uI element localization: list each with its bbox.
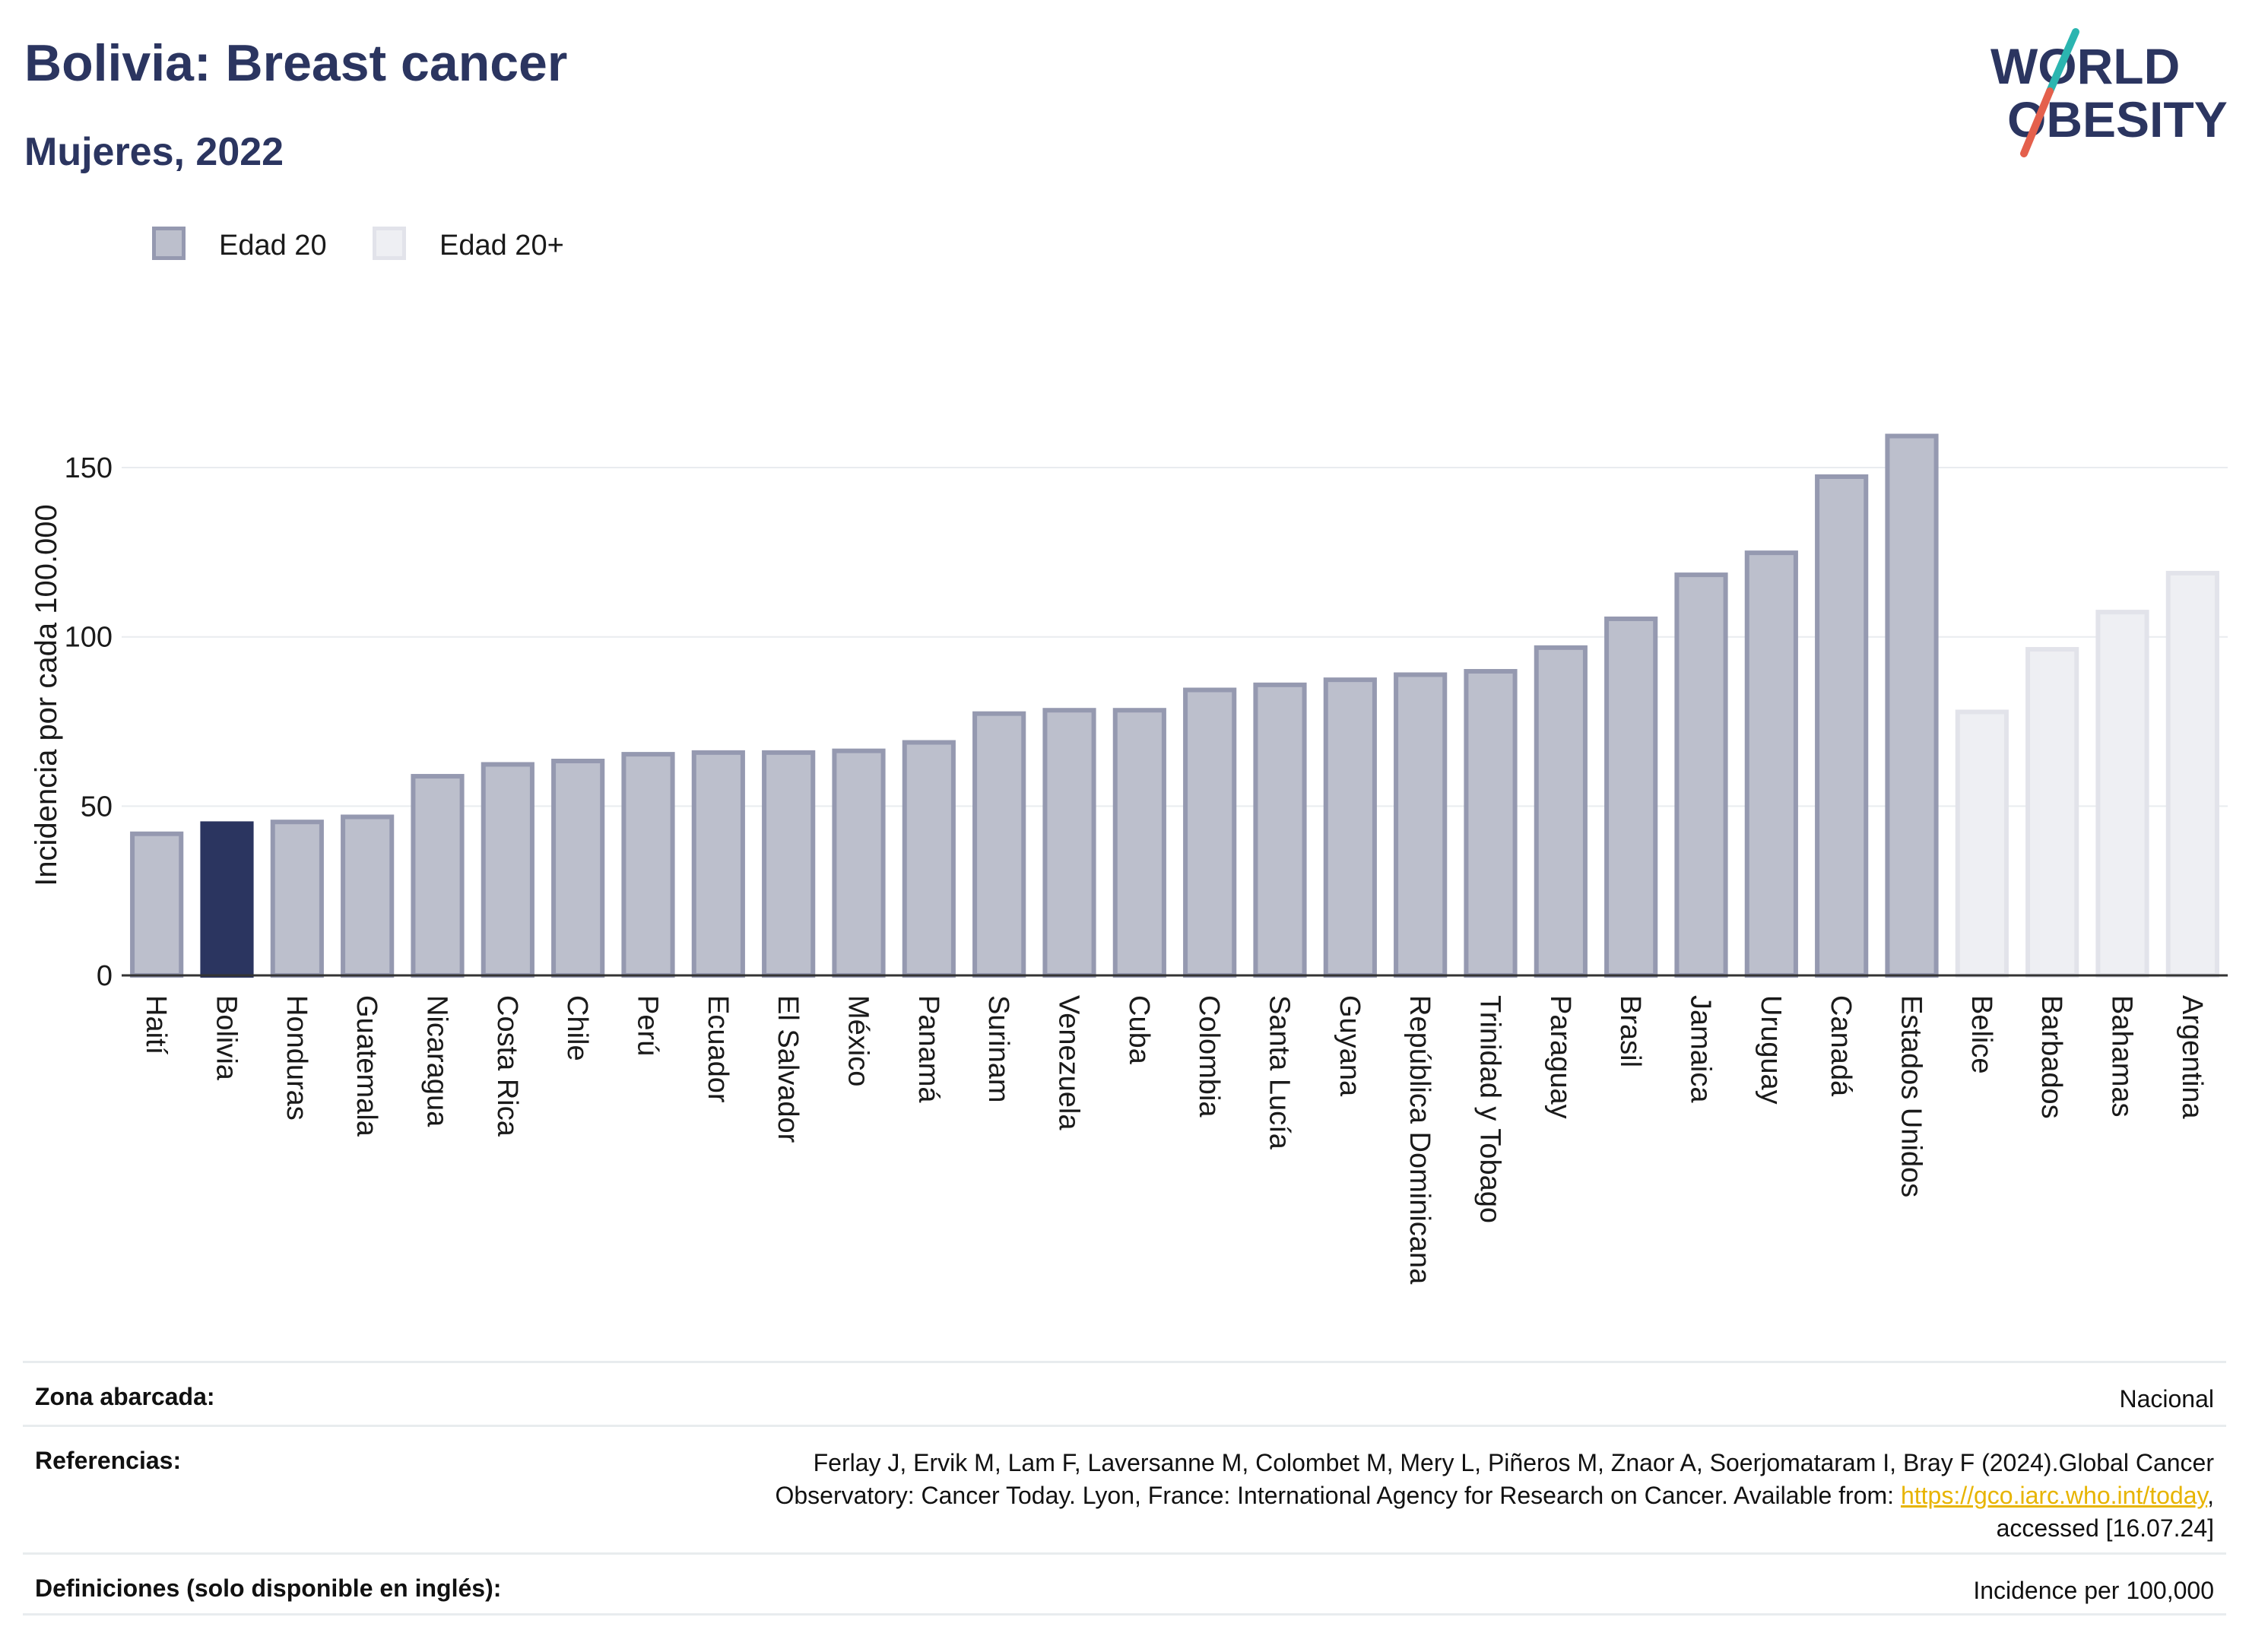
legend-swatch-edad20plus bbox=[373, 227, 406, 260]
bar-Brasil bbox=[1604, 616, 1658, 978]
bar-Panamá bbox=[902, 740, 956, 978]
bar-Barbados bbox=[2025, 647, 2079, 978]
bar-Estados Unidos bbox=[1885, 433, 1939, 978]
x-tick-label: Panamá bbox=[912, 995, 944, 1103]
referencias-value: Ferlay J, Ervik M, Lam F, Laversanne M, … bbox=[775, 1447, 2214, 1545]
y-tick-label-100: 100 bbox=[65, 622, 113, 654]
info-table: Zona abarcada: Nacional Referencias: Fer… bbox=[23, 1361, 2226, 1616]
x-tick-label: Brasil bbox=[1614, 995, 1646, 1067]
x-tick-label: República Dominicana bbox=[1404, 995, 1435, 1285]
x-tick-label: Jamaica bbox=[1685, 995, 1717, 1103]
bar-Haití bbox=[130, 831, 184, 978]
bar-Nicaragua bbox=[411, 774, 465, 978]
bar-Costa Rica bbox=[481, 762, 534, 978]
y-tick-label-150: 150 bbox=[65, 452, 113, 484]
x-tick-label: Argentina bbox=[2176, 995, 2208, 1120]
x-tick-label: El Salvador bbox=[772, 995, 804, 1143]
legend-swatch-edad20 bbox=[152, 227, 186, 260]
bar-Perú bbox=[621, 752, 675, 978]
bar-Cuba bbox=[1112, 708, 1166, 978]
ref-line2-pre: Observatory: Cancer Today. Lyon, France:… bbox=[775, 1482, 1901, 1509]
bar-Guyana bbox=[1323, 677, 1377, 978]
x-tick-label: Guatemala bbox=[351, 995, 382, 1137]
bar-México bbox=[832, 748, 886, 978]
zona-value: Nacional bbox=[2119, 1385, 2214, 1413]
bar-El Salvador bbox=[762, 750, 816, 978]
bar-Trinidad y Tobago bbox=[1464, 669, 1518, 978]
bar-Guatemala bbox=[341, 814, 395, 978]
x-tick-label: Bolivia bbox=[211, 995, 243, 1081]
x-tick-label: Estados Unidos bbox=[1895, 995, 1927, 1197]
x-tick-label: Canadá bbox=[1825, 995, 1857, 1097]
zona-label: Zona abarcada: bbox=[35, 1383, 215, 1410]
y-axis-title: Incidencia por cada 100.000 bbox=[30, 504, 63, 886]
x-tick-label: Perú bbox=[632, 995, 664, 1056]
x-tick-label: Haití bbox=[140, 995, 172, 1055]
bar-Chile bbox=[551, 759, 605, 978]
x-tick-label: Surinam bbox=[982, 995, 1014, 1103]
x-tick-label: Barbados bbox=[2035, 995, 2067, 1119]
x-tick-label: Nicaragua bbox=[421, 995, 453, 1127]
ref-line2: Observatory: Cancer Today. Lyon, France:… bbox=[775, 1479, 2214, 1512]
x-tick-label: Guyana bbox=[1334, 995, 1366, 1097]
bar-Bolivia bbox=[200, 821, 254, 978]
x-tick-label: Paraguay bbox=[1544, 995, 1576, 1119]
ref-link[interactable]: https://gco.iarc.who.int/today bbox=[1900, 1482, 2208, 1509]
bar-Surinam bbox=[972, 711, 1026, 978]
info-row-referencias: Referencias: Ferlay J, Ervik M, Lam F, L… bbox=[23, 1425, 2226, 1552]
logo-slash-top bbox=[2046, 28, 2079, 95]
x-tick-label: Costa Rica bbox=[491, 995, 523, 1137]
x-tick-label: Bahamas bbox=[2106, 995, 2138, 1118]
definiciones-label: Definiciones (solo disponible en inglés)… bbox=[35, 1574, 502, 1602]
bar-Paraguay bbox=[1534, 645, 1588, 978]
logo-slash-bottom bbox=[2020, 87, 2054, 157]
referencias-label: Referencias: bbox=[35, 1447, 182, 1474]
bar-Jamaica bbox=[1674, 572, 1728, 978]
y-tick-label-0: 0 bbox=[97, 960, 113, 992]
y-tick-label-50: 50 bbox=[81, 791, 113, 823]
x-tick-label: Uruguay bbox=[1755, 995, 1787, 1105]
legend-label-edad20: Edad 20 bbox=[219, 230, 327, 262]
x-tick-label: Venezuela bbox=[1053, 995, 1085, 1130]
bar-República Dominicana bbox=[1394, 672, 1448, 978]
x-tick-label: Colombia bbox=[1193, 995, 1225, 1118]
ref-line2-post: , bbox=[2207, 1482, 2214, 1509]
world-obesity-logo: WORLD OBESITY bbox=[1990, 28, 2228, 157]
ref-line3: accessed [16.07.24] bbox=[1996, 1514, 2214, 1542]
info-table-bottom-border bbox=[23, 1613, 2226, 1616]
logo-line1: WORLD bbox=[1990, 38, 2180, 94]
chart-title: Bolivia: Breast cancer bbox=[24, 34, 568, 92]
bar-Argentina bbox=[2165, 570, 2219, 978]
bar-Canadá bbox=[1815, 474, 1869, 978]
bar-Santa Lucía bbox=[1253, 682, 1307, 978]
bar-Belice bbox=[1955, 709, 2009, 978]
ref-line1: Ferlay J, Ervik M, Lam F, Laversanne M, … bbox=[813, 1449, 2214, 1476]
definiciones-value: Incidence per 100,000 bbox=[1973, 1577, 2214, 1604]
legend-label-edad20plus: Edad 20+ bbox=[439, 230, 564, 262]
x-tick-label: Honduras bbox=[281, 995, 312, 1121]
info-row-zona: Zona abarcada: Nacional bbox=[23, 1361, 2226, 1425]
x-tick-label: Cuba bbox=[1123, 995, 1155, 1065]
bar-Honduras bbox=[270, 820, 324, 978]
x-tick-label: México bbox=[842, 995, 874, 1086]
chart-subtitle: Mujeres, 2022 bbox=[24, 130, 284, 174]
x-tick-label: Belice bbox=[1965, 995, 1997, 1074]
info-row-definiciones: Definiciones (solo disponible en inglés)… bbox=[23, 1552, 2226, 1616]
x-tick-label: Trinidad y Tobago bbox=[1474, 995, 1506, 1223]
x-tick-label: Chile bbox=[561, 995, 593, 1061]
bar-Ecuador bbox=[691, 750, 745, 978]
bar-Colombia bbox=[1183, 687, 1237, 978]
bar-Venezuela bbox=[1042, 708, 1096, 978]
x-tick-label: Ecuador bbox=[702, 995, 734, 1103]
x-tick-label: Santa Lucía bbox=[1264, 995, 1296, 1150]
bar-Uruguay bbox=[1744, 550, 1798, 978]
bar-Bahamas bbox=[2095, 610, 2149, 978]
